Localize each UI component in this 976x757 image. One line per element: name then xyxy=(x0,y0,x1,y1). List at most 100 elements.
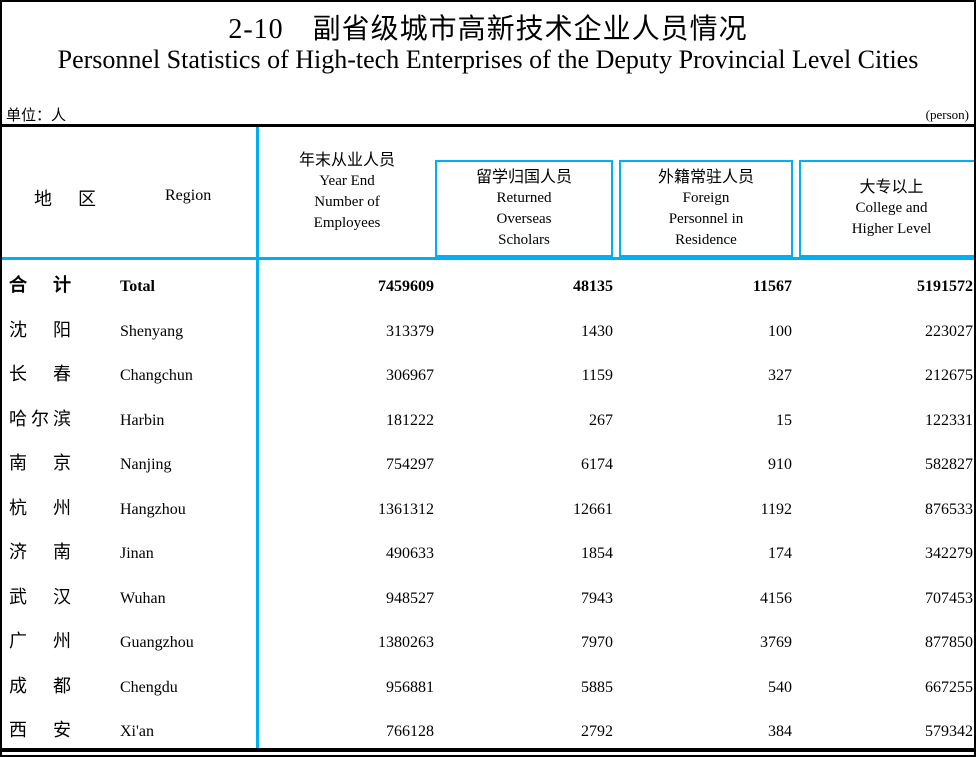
name-char: 阳 xyxy=(53,319,71,340)
cell-value: 15 xyxy=(776,411,792,429)
cell-value: 3769 xyxy=(760,634,792,652)
region-name-en: Harbin xyxy=(120,411,165,429)
page-title-en: Personnel Statistics of High-tech Enterp… xyxy=(57,45,919,74)
name-char: 武 xyxy=(9,586,27,607)
region-name-zh: 广州 xyxy=(9,631,71,651)
bottom-rule xyxy=(2,748,974,752)
unit-note-en: (person) xyxy=(925,107,969,122)
cell-value: 4156 xyxy=(760,589,792,607)
cell-value: 313379 xyxy=(386,322,434,340)
header-col-employees: 年末从业人员 Year End Number of Employees xyxy=(260,127,434,257)
cell-value: 910 xyxy=(768,456,792,474)
cell-value: 267 xyxy=(589,411,613,429)
cell-value: 100 xyxy=(768,322,792,340)
name-char: 杭 xyxy=(9,497,27,518)
cell-value: 707453 xyxy=(925,589,973,607)
name-char: 春 xyxy=(53,364,71,385)
header-col-returned-scholars-zh: 留学归国人员 xyxy=(475,168,572,186)
header-col-college-level-en: College and Higher Level xyxy=(801,198,974,240)
cell-value: 1192 xyxy=(760,500,792,518)
region-name-en: Wuhan xyxy=(120,589,166,607)
region-name-en: Total xyxy=(120,278,155,295)
cell-value: 12661 xyxy=(573,500,613,518)
region-name-zh: 沈阳 xyxy=(9,320,71,340)
region-name-zh: 武汉 xyxy=(9,587,71,607)
name-char: 沈 xyxy=(9,319,27,340)
unit-note-zh: 单位：人 xyxy=(6,108,67,124)
cell-value: 48135 xyxy=(573,278,613,295)
table-row: 济南 Jinan 490633 1854 174 342279 xyxy=(2,527,974,572)
name-char: 计 xyxy=(53,275,71,295)
cell-value: 223027 xyxy=(925,322,973,340)
header-col-returned-scholars-en: Returned Overseas Scholars xyxy=(437,188,611,251)
cell-value: 540 xyxy=(768,678,792,696)
header-col-employees-zh: 年末从业人员 xyxy=(298,152,395,169)
header-line: Overseas xyxy=(496,210,552,227)
table-body: 合计 Total 7459609 48135 11567 5191572 沈阳 Shenyan… xyxy=(2,260,974,750)
region-name-en: Jinan xyxy=(120,545,154,563)
cell-value: 956881 xyxy=(386,678,434,696)
region-name-en: Xi'an xyxy=(120,723,154,741)
name-char: 南 xyxy=(9,453,27,474)
name-char: 成 xyxy=(9,675,27,696)
table-row: 杭州 Hangzhou 1361312 12661 1192 876533 xyxy=(2,483,974,528)
name-char: 地 xyxy=(34,189,52,209)
region-name-zh: 西安 xyxy=(9,720,71,740)
header-line: Scholars xyxy=(498,231,550,248)
name-char: 都 xyxy=(53,675,71,696)
region-name-en: Nanjing xyxy=(120,456,172,474)
table-row: 长春 Changchun 306967 1159 327 212675 xyxy=(2,349,974,394)
table-row: 沈阳 Shenyang 313379 1430 100 223027 xyxy=(2,305,974,350)
name-char: 汉 xyxy=(53,586,71,607)
cell-value: 5885 xyxy=(581,678,613,696)
table-row: 广州 Guangzhou 1380263 7970 3769 877850 xyxy=(2,616,974,661)
name-char: 济 xyxy=(9,542,27,563)
cell-value: 766128 xyxy=(386,723,434,741)
header-line: Returned xyxy=(496,189,552,206)
cell-value: 667255 xyxy=(925,678,973,696)
cell-value: 174 xyxy=(768,545,792,563)
region-name-zh: 长春 xyxy=(9,364,71,384)
cell-value: 948527 xyxy=(386,589,434,607)
header-region-zh: 地区 xyxy=(34,185,96,211)
name-char: 广 xyxy=(9,631,27,652)
region-name-zh: 哈尔滨 xyxy=(9,409,71,429)
header-col-employees-en: Year End Number of Employees xyxy=(260,171,434,234)
table-row: 哈尔滨 Harbin 181222 267 15 122331 xyxy=(2,394,974,439)
header-col-foreign-personnel-en: Foreign Personnel in Residence xyxy=(621,188,791,251)
page-title-zh: 2-10 副省级城市高新技术企业人员情况 xyxy=(228,14,748,45)
cell-value: 877850 xyxy=(925,634,973,652)
header-col-foreign-personnel: 外籍常驻人员 Foreign Personnel in Residence xyxy=(619,160,793,257)
cell-value: 2792 xyxy=(581,723,613,741)
cell-value: 7459609 xyxy=(378,278,434,295)
cell-value: 490633 xyxy=(386,545,434,563)
region-name-en: Changchun xyxy=(120,367,193,385)
cell-value: 582827 xyxy=(925,456,973,474)
cell-value: 1854 xyxy=(581,545,613,563)
header-line: Year End xyxy=(319,173,375,189)
top-rule xyxy=(2,124,974,127)
cell-value: 6174 xyxy=(581,456,613,474)
table-row: 合计 Total 7459609 48135 11567 5191572 xyxy=(2,260,974,305)
name-char: 安 xyxy=(53,720,71,741)
region-name-en: Hangzhou xyxy=(120,500,186,518)
table-row: 成都 Chengdu 956881 5885 540 667255 xyxy=(2,661,974,706)
cell-value: 342279 xyxy=(925,545,973,563)
table-row: 武汉 Wuhan 948527 7943 4156 707453 xyxy=(2,572,974,617)
cell-value: 7970 xyxy=(581,634,613,652)
name-char: 州 xyxy=(53,631,71,652)
cell-value: 876533 xyxy=(925,500,973,518)
region-name-zh: 济南 xyxy=(9,542,71,562)
header-col-college-level: 大专以上 College and Higher Level xyxy=(799,160,974,257)
region-name-zh: 杭州 xyxy=(9,498,71,518)
cell-value: 384 xyxy=(768,723,792,741)
header-col-college-level-zh: 大专以上 xyxy=(859,179,924,196)
region-name-zh: 合计 xyxy=(9,275,71,295)
region-name-en: Guangzhou xyxy=(120,634,194,652)
name-char: 州 xyxy=(53,497,71,518)
cell-value: 181222 xyxy=(386,411,434,429)
region-name-zh: 南京 xyxy=(9,453,71,473)
cell-value: 1361312 xyxy=(378,500,434,518)
cell-value: 327 xyxy=(768,367,792,385)
header-line: Number of xyxy=(314,194,380,210)
